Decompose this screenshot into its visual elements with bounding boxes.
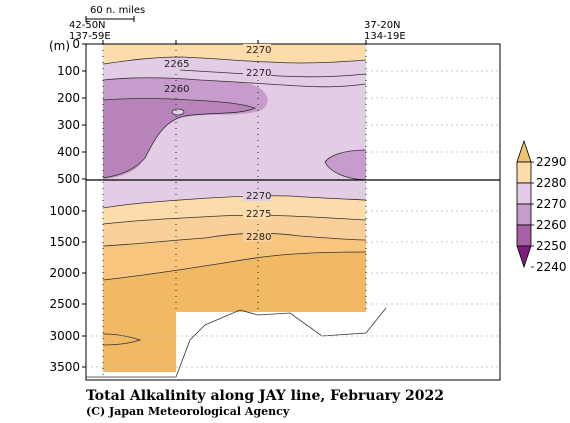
upper-panel (85, 43, 501, 181)
y-tick-label: 3000 (49, 329, 80, 343)
station-lines (102, 44, 367, 380)
y-axis: 0 100 200 300 400 500 1000 1500 2000 2500 3000 3500 (49, 37, 500, 374)
y-tick-label: 500 (57, 172, 80, 186)
contour-2285-lower (103, 251, 366, 281)
y-tick-label: 200 (57, 91, 80, 105)
colorbar-label: 2250 (536, 239, 567, 253)
upper-nodata-region (366, 44, 500, 180)
contour-labels: 2270 2265 2270 2260 2270 2275 2280 (161, 44, 271, 243)
bottom-topography (86, 307, 387, 378)
svg-text:2265: 2265 (164, 59, 189, 70)
left-station-lon: 137-59E (69, 31, 111, 42)
contour-label: 2270 (243, 44, 271, 56)
contour-2260-right (324, 149, 366, 180)
contour-2260-upper (103, 98, 257, 179)
contour-2260-pocket (171, 108, 185, 116)
contour-2270-upper (103, 56, 366, 65)
y-tick-label: 1500 (49, 235, 80, 249)
svg-text:2270: 2270 (246, 191, 271, 202)
scale-bar: 60 n. miles (85, 5, 145, 22)
right-station-lon: 134-19E (364, 31, 406, 42)
upper-fill-2270-surface (103, 44, 366, 64)
colorbar-label: 2280 (536, 176, 567, 190)
svg-text:2270: 2270 (246, 68, 271, 79)
colorbar-arrow-top (516, 139, 532, 163)
gridlines (86, 70, 500, 368)
y-tick-label: 100 (57, 64, 80, 78)
y-tick-label: 400 (57, 145, 80, 159)
y-tick-label: 300 (57, 118, 80, 132)
colorbar-segment (516, 182, 532, 205)
colorbar-segment (516, 224, 532, 247)
colorbar-label: 2240 (536, 260, 567, 274)
colorbar-arrow-bottom (516, 245, 532, 269)
y-tick-label: 1000 (49, 204, 80, 218)
svg-text:2280: 2280 (246, 232, 271, 243)
contour-2270-lower (103, 195, 366, 209)
chart-title: Total Alkalinity along JAY line, Februar… (86, 388, 444, 404)
contour-label: 2265 (161, 58, 189, 70)
colorbar-label: 2270 (536, 197, 567, 211)
y-unit-label: (m) (49, 39, 70, 53)
svg-text:2275: 2275 (246, 209, 271, 220)
contour-label: 2275 (243, 208, 271, 220)
left-station-lat: 42-50N (69, 20, 106, 31)
colorbar: 2290 2280 2270 2260 2250 2240 (516, 139, 567, 274)
y-tick-label: 2500 (49, 297, 80, 311)
lower-fill-2265 (103, 180, 366, 208)
y-tick-label: 2000 (49, 266, 80, 280)
lower-panel (85, 179, 501, 381)
upper-fill-2260-right (325, 150, 366, 180)
contour-label: 2260 (161, 83, 189, 95)
colorbar-label: 2260 (536, 218, 567, 232)
colorbar-segment (516, 161, 532, 184)
upper-fill-2255 (103, 98, 255, 178)
contour-label: 2270 (243, 190, 271, 202)
contour-2270-upper-b (179, 69, 366, 78)
contour-deep-lens (103, 333, 142, 346)
y-tick-label: 3500 (49, 360, 80, 374)
y-tick-label: 0 (72, 37, 80, 51)
contour-label: 2280 (243, 231, 271, 243)
svg-text:2260: 2260 (164, 84, 189, 95)
scale-bar-label: 60 n. miles (90, 5, 145, 16)
contour-2265-upper (103, 77, 366, 88)
svg-text:2270: 2270 (246, 45, 271, 56)
chart-credit: (C) Japan Meteorological Agency (86, 405, 290, 418)
contour-2275-lower (103, 214, 366, 225)
top-tick-marks (102, 40, 367, 44)
colorbar-segment (516, 203, 532, 226)
colorbar-label: 2290 (536, 155, 567, 169)
contour-label: 2270 (243, 67, 271, 79)
right-station-lat: 37-20N (364, 20, 401, 31)
